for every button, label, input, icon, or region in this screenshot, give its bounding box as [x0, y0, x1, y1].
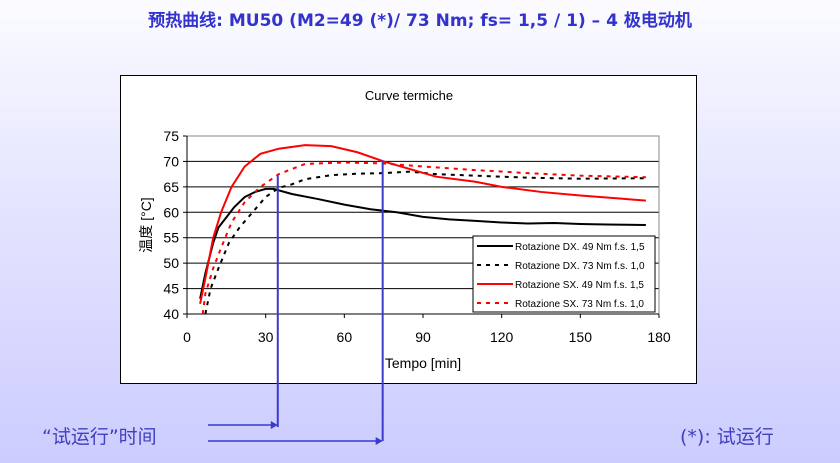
arrowhead-icon [270, 421, 278, 429]
series-line-3 [199, 144, 646, 305]
x-tick-label: 150 [569, 329, 593, 345]
x-tick-label: 90 [415, 329, 431, 345]
x-tick-label: 120 [490, 329, 514, 345]
y-tick-label: 70 [163, 153, 179, 169]
y-tick-label: 65 [163, 179, 179, 195]
legend-label: Rotazione SX. 73 Nm f.s. 1,0 [515, 299, 644, 310]
series-line-4 [201, 161, 646, 315]
legend-label: Rotazione DX. 73 Nm f.s. 1,0 [515, 261, 645, 272]
arrowhead-icon [375, 437, 383, 445]
y-tick-label: 55 [163, 230, 179, 246]
x-tick-label: 180 [647, 329, 671, 345]
y-tick-label: 75 [163, 128, 179, 144]
legend-label: Rotazione DX. 49 Nm f.s. 1,5 [515, 242, 645, 253]
x-axis-label: Tempo [min] [385, 355, 461, 371]
chart-title: Curve termiche [365, 88, 453, 103]
y-tick-label: 50 [163, 255, 179, 271]
legend [472, 235, 656, 313]
x-tick-label: 0 [183, 329, 191, 345]
runtime-label: “试运行”时间 [42, 426, 157, 448]
y-tick-label: 45 [163, 281, 179, 297]
y-tick-label: 40 [163, 306, 179, 322]
legend-label: Rotazione SX. 49 Nm f.s. 1,5 [515, 280, 644, 291]
x-tick-label: 30 [258, 329, 274, 345]
y-axis-label: 温度 [°C] [138, 197, 154, 252]
thermal-curves-chart: Curve termiche 40 45 50 55 60 65 70 75 0 30 60 90 120… [138, 88, 671, 371]
series-line-1 [199, 187, 646, 299]
series-line-2 [204, 170, 646, 315]
footnote: (*): 试运行 [680, 426, 774, 448]
chart-container: Curve termiche 40 45 50 55 60 65 70 75 0 30 60 90 120… [120, 75, 697, 384]
y-tick-label: 60 [163, 204, 179, 220]
page-title: 预热曲线: MU50 (M2=49 (*)/ 73 Nm; fs= 1,5 / … [148, 11, 692, 31]
x-tick-label: 60 [337, 329, 353, 345]
